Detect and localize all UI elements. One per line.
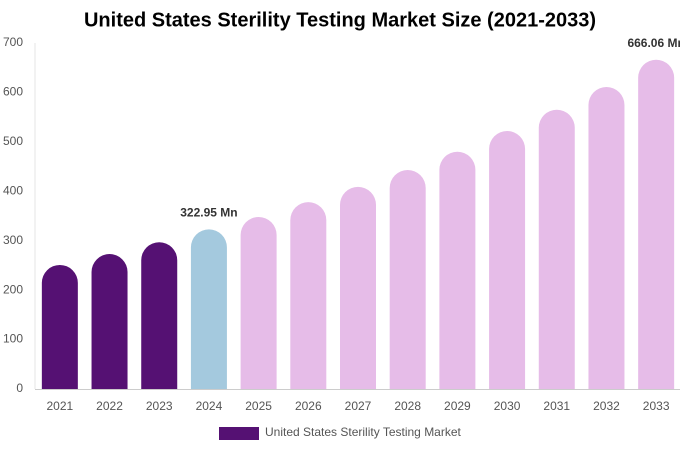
x-tick-label: 2033 [643, 399, 670, 413]
y-tick-label: 500 [3, 134, 23, 148]
bar [141, 242, 178, 389]
x-tick-label: 2032 [593, 399, 620, 413]
bar [638, 59, 675, 389]
x-tick-label: 2031 [543, 399, 570, 413]
y-tick-label: 0 [16, 381, 23, 395]
y-tick-label: 300 [3, 233, 23, 247]
bar [340, 186, 376, 389]
x-tick-label: 2029 [444, 399, 471, 413]
y-tick-label: 400 [3, 183, 23, 197]
x-tick-label: 2021 [46, 399, 73, 413]
data-label: 322.95 Mn [180, 206, 237, 220]
bar [439, 151, 476, 389]
x-tick-label: 2023 [146, 399, 173, 413]
bar [290, 202, 327, 389]
data-label: 666.06 Mn [627, 36, 680, 50]
bar [389, 170, 426, 389]
legend-label: United States Sterility Testing Market [265, 425, 462, 439]
bar [588, 86, 625, 389]
x-tick-label: 2027 [345, 399, 372, 413]
chart-title: United States Sterility Testing Market S… [84, 9, 596, 31]
y-tick-label: 100 [3, 332, 23, 346]
y-tick-label: 700 [3, 35, 23, 49]
bar [489, 131, 526, 389]
x-tick-label: 2030 [494, 399, 521, 413]
bar [538, 109, 575, 389]
x-tick-label: 2028 [394, 399, 421, 413]
bar [240, 216, 277, 389]
x-tick-label: 2022 [96, 399, 123, 413]
legend-swatch [219, 427, 259, 440]
x-tick-label: 2025 [245, 399, 272, 413]
bar [41, 264, 78, 389]
x-tick-label: 2024 [196, 399, 223, 413]
bar [190, 229, 227, 389]
bar [91, 254, 128, 389]
y-tick-label: 600 [3, 85, 23, 99]
x-tick-label: 2026 [295, 399, 322, 413]
y-tick-label: 200 [3, 282, 23, 296]
